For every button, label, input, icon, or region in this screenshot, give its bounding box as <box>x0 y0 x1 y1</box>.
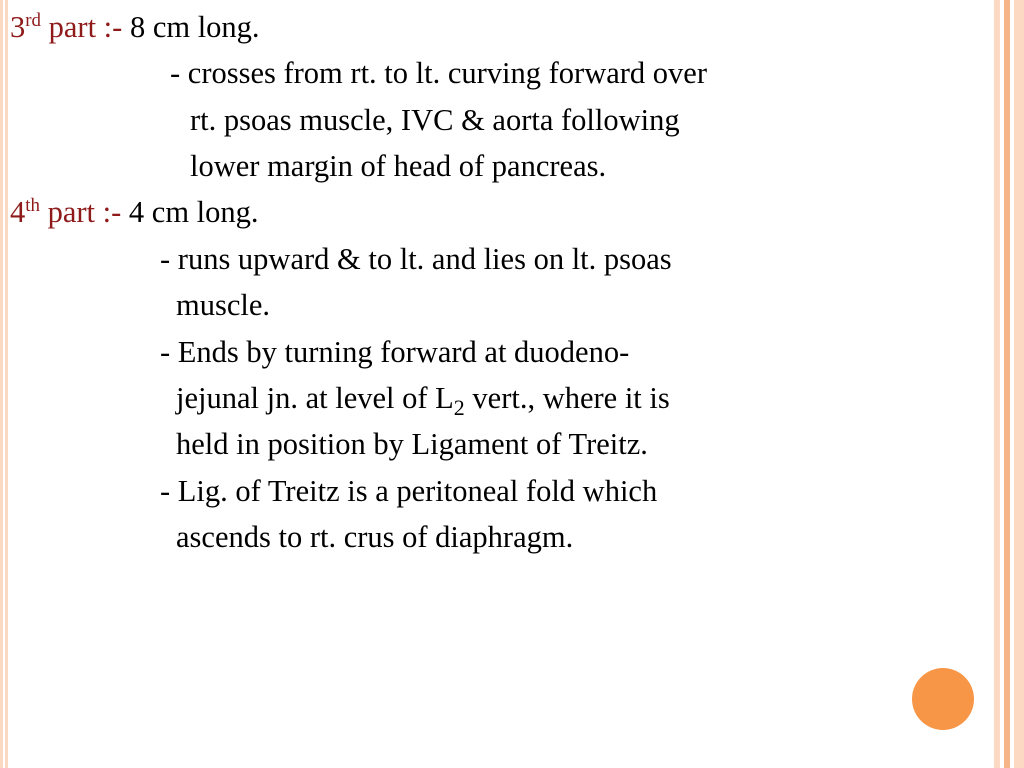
right-border <box>994 0 1024 768</box>
accent-circle-icon <box>912 668 974 730</box>
part4-length: 4 cm long. <box>121 195 258 229</box>
part3-heading: 3rd part :- <box>10 10 122 44</box>
part4-heading-row: 4th part :- 4 cm long. <box>10 189 988 235</box>
part4-bullet3-line1: - Lig. of Treitz is a peritoneal fold wh… <box>10 468 988 514</box>
slide-content: 3rd part :- 8 cm long. - crosses from rt… <box>10 0 988 560</box>
left-border <box>0 0 8 768</box>
part3-heading-row: 3rd part :- 8 cm long. <box>10 4 988 50</box>
part3-bullet1-line1: - crosses from rt. to lt. curving forwar… <box>10 50 988 96</box>
part4-bullet2-line1: - Ends by turning forward at duodeno- <box>10 329 988 375</box>
part3-bullet1-line3: lower margin of head of pancreas. <box>10 143 988 189</box>
part4-bullet2-line2: jejunal jn. at level of L2 vert., where … <box>10 375 988 421</box>
part4-bullet3-line2: ascends to rt. crus of diaphragm. <box>10 514 988 560</box>
part4-bullet1-line1: - runs upward & to lt. and lies on lt. p… <box>10 236 988 282</box>
part4-bullet2-line3: held in position by Ligament of Treitz. <box>10 421 988 467</box>
part3-bullet1-line2: rt. psoas muscle, IVC & aorta following <box>10 97 988 143</box>
part3-length: 8 cm long. <box>122 10 259 44</box>
part4-heading: 4th part :- <box>10 195 121 229</box>
part4-bullet1-line2: muscle. <box>10 282 988 328</box>
slide: 3rd part :- 8 cm long. - crosses from rt… <box>0 0 1024 768</box>
